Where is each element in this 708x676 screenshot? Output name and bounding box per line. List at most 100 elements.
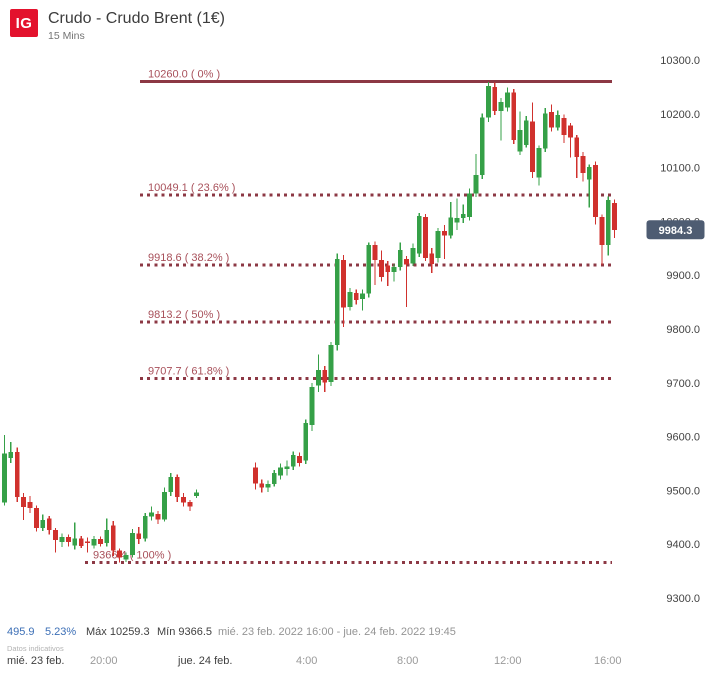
candle — [14, 447, 20, 503]
y-axis-label: 9400.0 — [666, 539, 700, 551]
candle — [460, 204, 466, 223]
y-axis-label: 9800.0 — [666, 324, 700, 336]
candle — [21, 493, 26, 520]
candle — [605, 196, 611, 256]
candlestick-chart[interactable]: 10300.010200.010100.010000.09900.09800.0… — [0, 0, 708, 620]
fib-level-label: 9813.2 ( 50% ) — [148, 309, 220, 321]
candle — [253, 462, 258, 490]
candle — [379, 250, 384, 282]
candle — [278, 463, 283, 480]
candle — [561, 114, 567, 143]
candle — [523, 116, 529, 148]
candle — [136, 527, 142, 545]
candle — [297, 452, 302, 467]
header: IG Crudo - Crudo Brent (1€) 15 Mins — [10, 9, 225, 42]
candle — [429, 247, 435, 273]
candle — [117, 548, 122, 563]
candle — [391, 263, 397, 282]
instrument-title: Crudo - Crudo Brent (1€) — [48, 10, 225, 27]
candle — [492, 82, 498, 115]
candle — [155, 510, 161, 524]
candle — [341, 254, 346, 327]
candle — [366, 242, 372, 298]
svg-text:9984.3: 9984.3 — [659, 225, 693, 237]
x-axis-label: 4:00 — [296, 655, 318, 667]
candle — [162, 487, 167, 522]
candle — [328, 341, 334, 386]
x-axis-label: jue. 24 feb. — [178, 655, 233, 667]
session-max: Máx 10259.3 — [86, 626, 150, 638]
candle — [316, 354, 321, 392]
candle — [130, 529, 135, 558]
candle — [542, 107, 548, 152]
ig-logo: IG — [10, 9, 38, 37]
candle — [555, 110, 561, 131]
x-axis-label: 16:00 — [594, 655, 622, 667]
candle — [40, 514, 46, 531]
fib-level-label: 9707.7 ( 61.8% ) — [148, 366, 229, 378]
candle — [397, 242, 403, 271]
y-axis-label: 10100.0 — [660, 163, 700, 175]
candle — [353, 289, 359, 305]
candle — [511, 89, 517, 144]
candle — [149, 506, 154, 521]
current-price-label: 9984.3 — [646, 220, 705, 240]
candle — [568, 122, 573, 158]
candle — [586, 164, 592, 208]
candle — [435, 227, 441, 263]
candle — [8, 442, 14, 463]
x-axis-label: 12:00 — [494, 655, 522, 667]
candle — [498, 98, 504, 141]
candle — [536, 145, 542, 186]
candle — [593, 161, 598, 225]
candle — [599, 214, 605, 265]
candle — [347, 288, 353, 311]
candle — [78, 536, 84, 548]
y-axis-label: 10300.0 — [660, 55, 700, 67]
indicative-data-label: Datos indicativos — [7, 644, 64, 653]
candle — [123, 552, 129, 563]
candle — [181, 493, 186, 507]
candle — [174, 474, 180, 503]
fib-level-label: 10049.1 ( 23.6% ) — [148, 182, 235, 194]
candle — [580, 152, 586, 182]
candle — [303, 419, 309, 464]
candle — [91, 536, 97, 549]
fib-level-label: 10260.0 ( 0% ) — [148, 69, 220, 81]
candle — [530, 102, 535, 178]
y-axis-label: 9500.0 — [666, 485, 700, 497]
candle — [284, 460, 290, 476]
y-axis-label: 9600.0 — [666, 432, 700, 444]
candle — [517, 111, 523, 156]
candle — [372, 241, 378, 285]
candle — [505, 87, 510, 112]
candle — [612, 199, 617, 239]
candle — [442, 225, 447, 260]
candle — [46, 516, 52, 535]
candle — [34, 505, 39, 532]
candle — [467, 188, 472, 221]
candle — [385, 261, 391, 286]
x-axis-label: 8:00 — [397, 655, 419, 667]
candle — [322, 366, 328, 392]
candle — [454, 198, 460, 230]
candle — [104, 518, 110, 547]
candle — [59, 533, 65, 547]
change-percent: 5.23% — [45, 626, 77, 638]
visible-range: mié. 23 feb. 2022 16:00 - jue. 24 feb. 2… — [218, 626, 456, 638]
candle — [98, 536, 103, 547]
candle — [574, 134, 580, 178]
x-axis-label: mié. 23 feb. — [7, 655, 65, 667]
candle — [486, 81, 491, 122]
candle — [187, 500, 193, 511]
candle — [265, 480, 271, 492]
candle — [271, 470, 277, 487]
session-min: Mín 9366.5 — [157, 626, 213, 638]
candle — [2, 435, 7, 506]
candle — [404, 255, 409, 307]
candle — [85, 537, 90, 553]
candle — [549, 104, 554, 132]
candle — [416, 212, 422, 257]
candle — [72, 522, 78, 550]
